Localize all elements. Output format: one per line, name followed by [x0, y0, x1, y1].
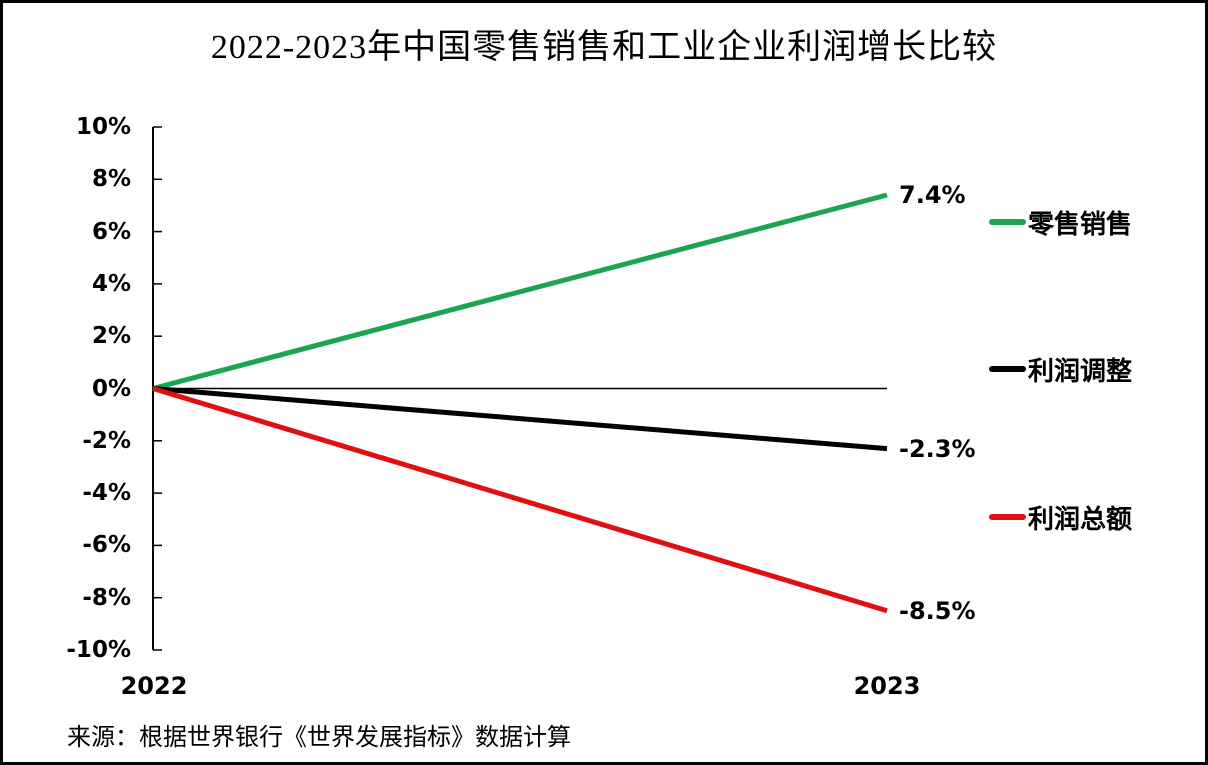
y-tick-label: 6%	[91, 218, 131, 245]
y-tick-label: -4%	[82, 480, 131, 507]
legend-label: 利润总额	[1028, 504, 1133, 534]
legend-item-1: 零售销售	[989, 206, 1133, 239]
source-note: 来源：根据世界银行《世界发展指标》数据计算	[67, 725, 571, 751]
x-tick-label: 2022	[120, 672, 188, 700]
x-tick-label: 2023	[853, 672, 921, 700]
y-tick-label: 4%	[91, 270, 131, 297]
series-line-1	[152, 192, 888, 391]
legend-item-3: 利润总额	[989, 501, 1133, 534]
data-label-1: 7.4%	[899, 180, 966, 209]
series-line-3	[152, 386, 888, 614]
y-tick-label: 8%	[91, 166, 131, 193]
y-tick-label: 10%	[75, 114, 131, 140]
legend-line-swatch	[989, 366, 1026, 372]
chart-title: 2022-2023年中国零售销售和工业企业利润增长比较	[210, 29, 998, 66]
legend-label: 零售销售	[1028, 209, 1133, 239]
y-tick-label: 2%	[91, 323, 131, 350]
series-line-2	[152, 386, 888, 452]
y-tick-label: -10%	[66, 637, 131, 663]
y-tick-label: 0%	[91, 375, 131, 402]
data-label-2: -2.3%	[899, 434, 976, 463]
legend-item-2: 利润调整	[989, 353, 1133, 386]
legend-line-swatch	[989, 514, 1026, 520]
legend-line-swatch	[989, 219, 1026, 225]
chart-plot-area	[152, 126, 888, 651]
legend-label: 利润调整	[1028, 356, 1133, 386]
y-tick-label: -2%	[82, 427, 131, 454]
y-tick-label: -6%	[82, 532, 131, 559]
data-label-3: -8.5%	[899, 596, 976, 625]
y-tick-label: -8%	[82, 584, 131, 611]
